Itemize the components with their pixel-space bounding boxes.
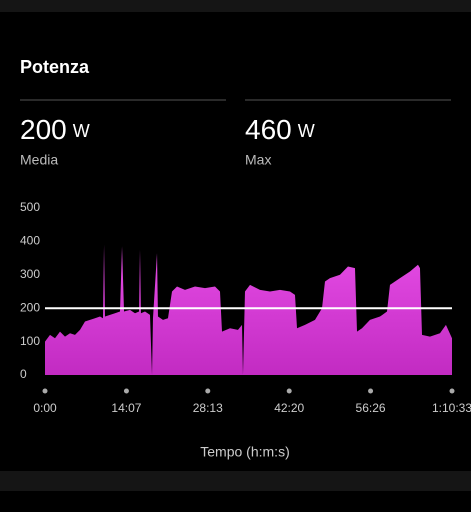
x-tick-dot: [42, 388, 48, 394]
y-tick-label: 200: [20, 300, 40, 314]
stat-number: 460: [245, 114, 292, 145]
x-tick-dot: [368, 388, 374, 394]
power-area: [45, 244, 452, 375]
x-tick-dot: [286, 388, 292, 394]
stat-number: 200: [20, 114, 67, 145]
x-tick-dot: [123, 388, 129, 394]
stat-value: 200 W: [20, 114, 90, 145]
chart-title: Potenza: [20, 57, 90, 77]
x-tick-dot: [449, 388, 455, 394]
x-tick-label: 56:26: [356, 401, 386, 415]
y-tick-label: 400: [20, 234, 40, 248]
x-axis-label: Tempo (h:m:s): [200, 444, 289, 460]
stat-unit: W: [298, 121, 315, 141]
x-tick-label: 1:10:33: [432, 401, 471, 415]
bottom-band: [0, 471, 471, 491]
top-band: [0, 0, 471, 12]
stat-label: Media: [20, 152, 58, 168]
y-tick-label: 300: [20, 267, 40, 281]
y-tick-label: 0: [20, 367, 27, 381]
y-tick-label: 500: [20, 200, 40, 214]
x-tick-label: 0:00: [33, 401, 57, 415]
x-tick-label: 28:13: [193, 401, 223, 415]
x-tick-label: 42:20: [274, 401, 304, 415]
stat-unit: W: [73, 121, 90, 141]
stat-label: Max: [245, 152, 271, 168]
stat-value: 460 W: [245, 114, 315, 145]
x-tick-dot: [205, 388, 211, 394]
x-tick-label: 14:07: [111, 401, 141, 415]
y-tick-label: 100: [20, 334, 40, 348]
